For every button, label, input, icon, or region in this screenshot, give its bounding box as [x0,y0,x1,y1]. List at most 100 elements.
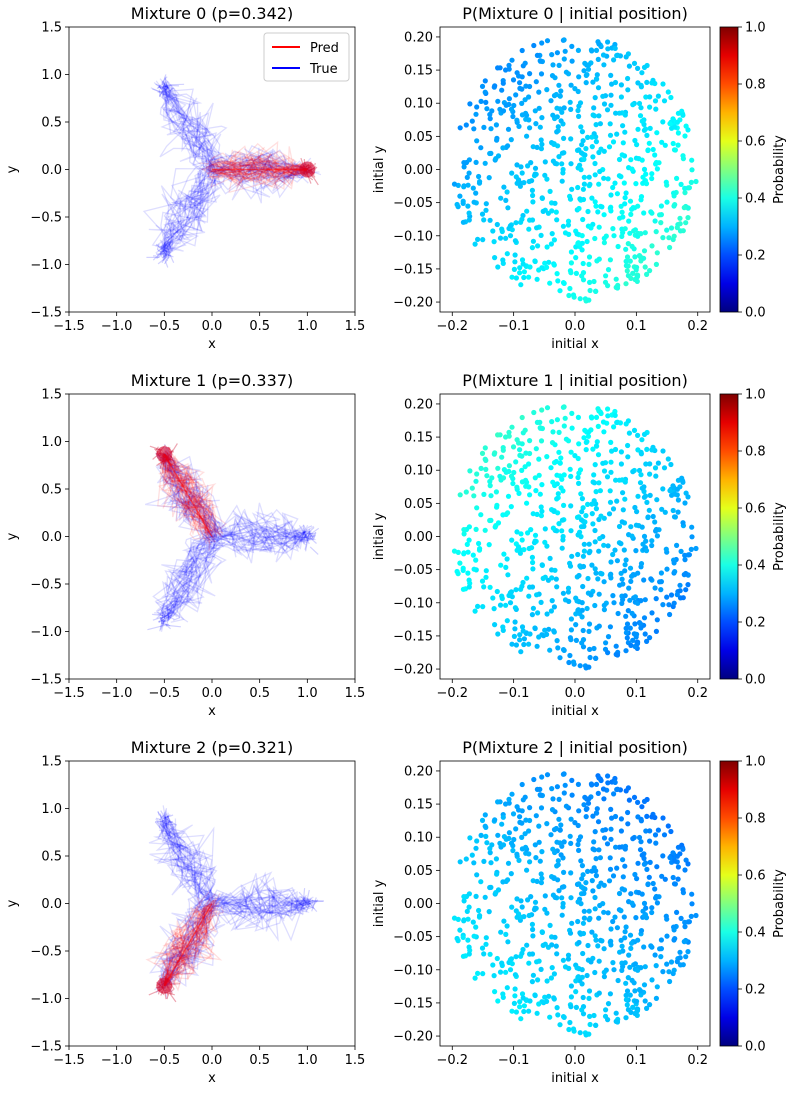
true-trajectory [162,905,216,988]
scatter-point [561,839,567,845]
scatter-point [616,890,623,897]
scatter-point [644,132,650,138]
scatter-point [671,560,677,566]
scatter-point [632,504,638,511]
pred-trajectory [163,900,212,987]
scatter-point [526,226,532,232]
scatter-point [521,1003,528,1009]
scatter-point [601,212,607,218]
scatter-point [479,450,486,456]
true-trajectory [211,895,306,922]
scatter-point [522,60,528,66]
scatter-point [580,563,587,570]
endpoint-scribble [297,534,303,538]
scatter-point [531,776,537,783]
scatter-point [549,73,556,79]
y-axis-label: y [5,165,20,173]
scatter-point [583,513,589,519]
scatter-point [532,532,539,538]
scatter-point [580,277,587,283]
scatter-point [624,268,630,274]
scatter-point [536,89,542,95]
scatter-point [592,539,598,545]
scatter-point [587,548,593,555]
true-trajectory [157,84,221,171]
scatter-point [559,884,566,890]
pred-trajectory [209,165,308,189]
y-tick-label: 0.05 [404,130,433,145]
scatter-point [519,781,525,788]
scatter-point [595,790,601,797]
scatter-point [638,965,644,971]
pred-trajectory [160,908,210,986]
scatter-point [504,189,510,195]
true-trajectory [157,453,212,536]
scatter-point [674,225,680,231]
scatter-point [512,626,518,632]
scatter-point [491,606,497,612]
scatter-point [677,221,683,227]
y-tick-label: 0.0 [41,163,62,178]
scatter-point [581,548,588,554]
y-tick-label: 0.0 [41,897,62,912]
scatter-point [505,493,512,499]
scatter-point [601,835,608,841]
scatter-point [466,157,472,163]
scatter-point [627,964,633,970]
endpoint-scribble [307,532,311,537]
scatter-point [652,152,658,158]
scatter-point [489,475,495,481]
scatter-point [588,225,594,231]
endpoint-scribble [163,623,170,627]
scatter-point [539,774,545,780]
x-tick-label: 0.5 [249,1053,270,1068]
scatter-point [653,159,660,166]
scatter-point [548,241,555,247]
scatter-point [517,265,523,271]
true-trajectory [208,163,304,183]
scatter-point [463,122,469,128]
scatter-point [579,273,585,279]
scatter-point [563,436,570,442]
scatter-point [597,902,603,909]
scatter-point [583,146,589,152]
true-trajectory [208,528,309,553]
scatter-point [628,275,634,281]
scatter-point [493,523,499,529]
scatter-point [549,419,555,425]
scatter-point [589,144,595,150]
scatter-point [609,81,615,87]
scatter-point [589,48,595,54]
y-tick-label: 0.15 [404,431,433,446]
scatter-point [658,946,665,952]
scatter-point [461,551,467,557]
scatter-point [593,203,599,209]
x-tick-label: −0.1 [498,686,530,701]
scatter-point [547,280,553,286]
endpoint-scribble [160,619,167,623]
scatter-point [671,147,678,153]
scatter-point [627,992,633,998]
colorbar [719,26,739,313]
scatter-point [466,904,472,910]
true-trajectory [214,504,309,549]
true-trajectory [163,536,220,622]
scatter-point [587,181,593,187]
scatter-point [638,451,645,457]
scatter-point [586,988,593,994]
scatter-point [567,285,573,292]
true-trajectory [167,816,213,904]
scatter-point [492,450,498,456]
y-tick-label: −1.5 [30,673,62,688]
scatter-point [649,243,655,249]
scatter-point [595,943,601,949]
scatter-point [568,473,574,479]
scatter-point [682,185,688,191]
scatter-point [573,989,579,995]
scatter-point [636,100,643,107]
scatter-point [457,859,463,865]
endpoint-scribble [296,532,309,545]
scatter-point [607,866,614,872]
endpoint-scribble [305,904,311,913]
scatter-point [559,545,565,551]
